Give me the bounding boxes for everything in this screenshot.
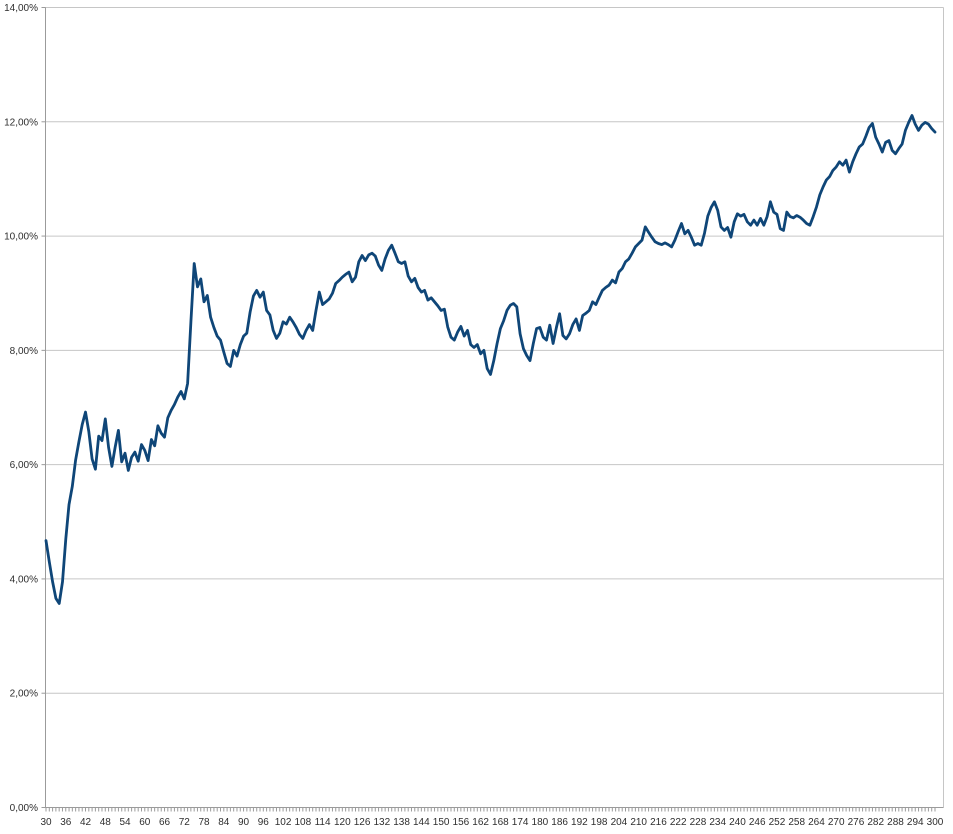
x-axis-label: 36 [60,817,72,828]
x-axis-label: 168 [492,817,509,828]
x-axis-label: 282 [867,817,884,828]
x-axis-label: 210 [630,817,647,828]
x-axis-label: 30 [40,817,52,828]
x-axis-label: 198 [591,817,608,828]
x-axis-label: 150 [433,817,450,828]
x-axis-label: 72 [179,817,191,828]
x-axis-label: 276 [848,817,865,828]
x-axis-label: 78 [198,817,210,828]
x-axis-label: 54 [119,817,131,828]
x-axis-label: 192 [571,817,588,828]
x-axis-label: 294 [907,817,924,828]
x-axis-label: 156 [453,817,470,828]
x-axis-label: 90 [238,817,250,828]
y-axis-label: 8,00% [10,346,38,357]
y-axis-label: 4,00% [10,574,38,585]
series-line [44,114,937,605]
y-axis-label: 10,00% [4,232,38,243]
y-axis-label: 6,00% [10,460,38,471]
y-axis-label: 2,00% [10,689,38,700]
x-axis-label: 108 [294,817,311,828]
x-axis-label: 222 [670,817,687,828]
x-axis-label: 48 [100,817,112,828]
x-axis-label: 288 [887,817,904,828]
x-axis-label: 126 [354,817,371,828]
x-axis-label: 42 [80,817,92,828]
x-axis-label: 216 [650,817,667,828]
x-axis-label: 252 [769,817,786,828]
x-axis-label: 84 [218,817,230,828]
y-axis-label: 0,00% [10,803,38,814]
x-axis-label: 204 [611,817,628,828]
x-axis-label: 138 [393,817,410,828]
x-axis-label: 144 [413,817,430,828]
x-axis-label: 270 [828,817,845,828]
y-axis-label: 12,00% [4,117,38,128]
x-axis-label: 186 [551,817,568,828]
x-axis-label: 234 [709,817,726,828]
x-axis-label: 264 [808,817,825,828]
y-axis-label: 14,00% [4,3,38,14]
x-axis-label: 66 [159,817,171,828]
x-axis-label: 228 [690,817,707,828]
x-axis-label: 258 [788,817,805,828]
x-axis-label: 60 [139,817,151,828]
x-axis-label: 132 [374,817,391,828]
x-axis-label: 174 [512,817,529,828]
x-axis-label: 102 [275,817,292,828]
x-axis-label: 162 [472,817,489,828]
x-axis-label: 114 [315,817,331,828]
x-axis-label: 96 [258,817,270,828]
x-axis-label: 240 [729,817,746,828]
x-axis-label: 300 [927,817,944,828]
x-axis-label: 246 [749,817,766,828]
x-axis-label: 120 [334,817,351,828]
x-axis-label: 180 [532,817,549,828]
